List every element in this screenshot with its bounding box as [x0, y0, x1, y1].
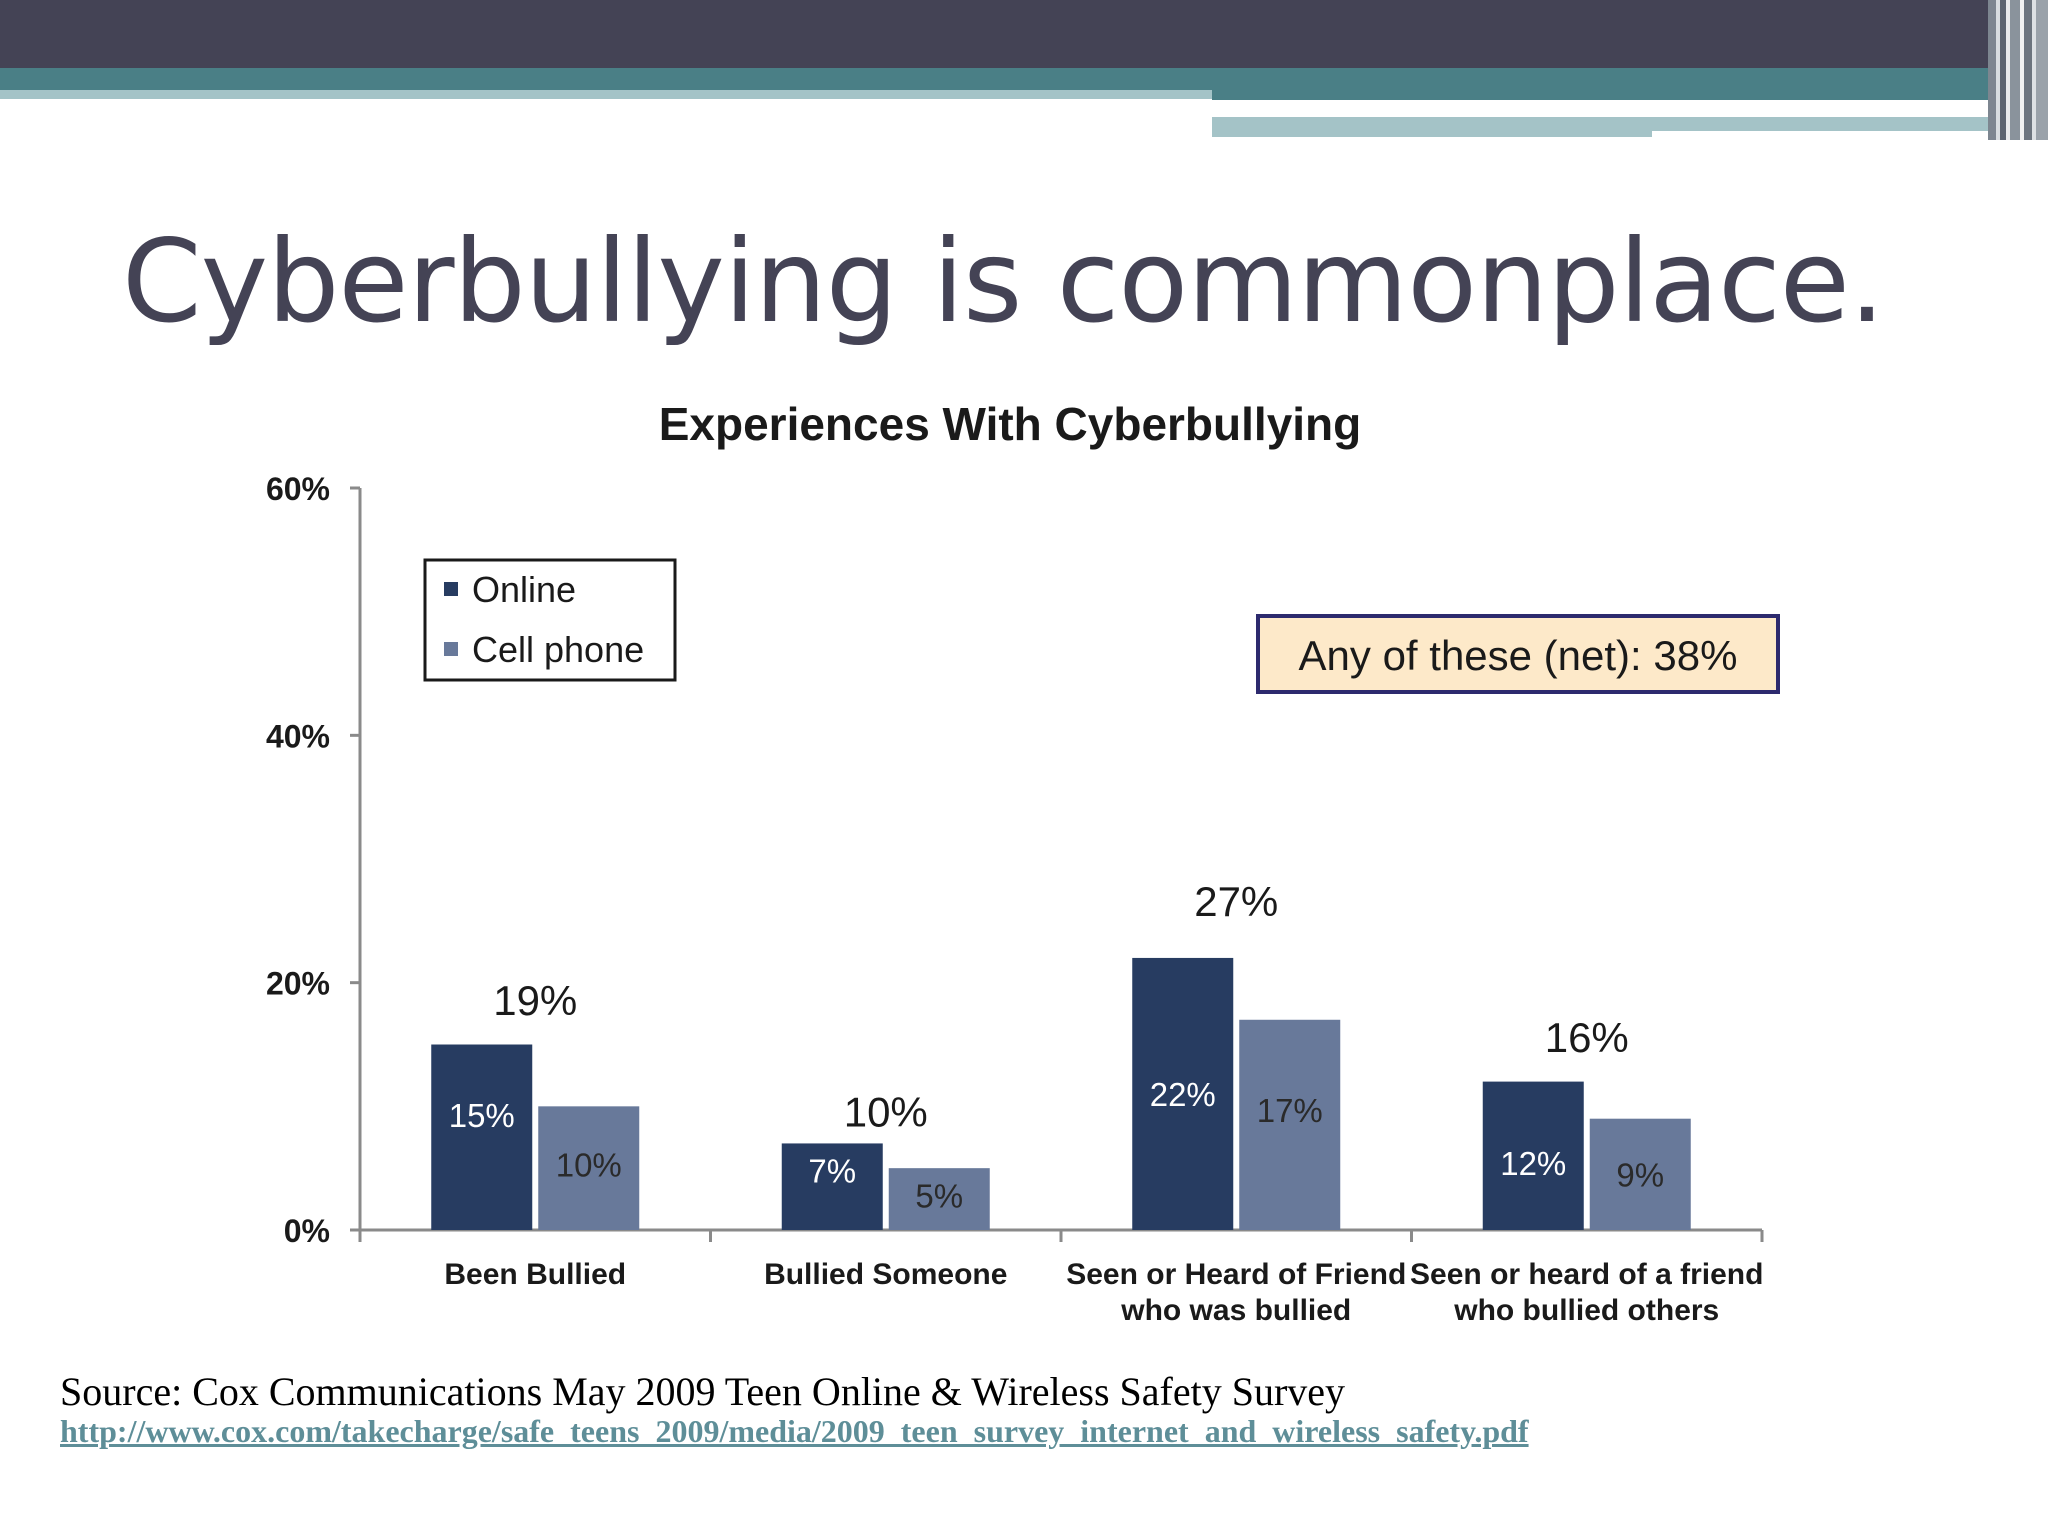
source-link[interactable]: http://www.cox.com/takecharge/safe_teens…	[60, 1413, 1529, 1449]
bar-online	[1482, 1081, 1584, 1230]
bar-cell-phone	[888, 1168, 990, 1230]
bar-cell-phone	[1239, 1019, 1341, 1230]
legend-swatch	[444, 642, 458, 656]
bar-value-label: 10%	[556, 1146, 622, 1183]
chart-title: Experiences With Cyberbullying	[659, 398, 1362, 450]
group-total-label: 16%	[1545, 1014, 1629, 1061]
category-label: Bullied Someone	[764, 1258, 1007, 1291]
bar-value-label: 5%	[915, 1177, 963, 1214]
group-total-label: 19%	[493, 977, 577, 1024]
header-band-light	[0, 90, 1212, 99]
y-tick-label: 60%	[266, 471, 330, 507]
bar-cell-phone	[1589, 1118, 1691, 1230]
y-tick-label: 40%	[266, 718, 330, 754]
bar-value-label: 22%	[1150, 1076, 1216, 1113]
slide-title: Cyberbullying is commonplace.	[122, 215, 1885, 348]
bar-value-label: 17%	[1257, 1092, 1323, 1129]
category-label: who bullied others	[1453, 1294, 1719, 1327]
header-stripes	[1988, 0, 2048, 140]
header-band-dark	[0, 0, 1988, 68]
category-label: Seen or heard of a friend	[1410, 1258, 1763, 1291]
group-total-label: 27%	[1194, 878, 1278, 925]
net-callout-box	[1256, 614, 1780, 694]
source-text: Source: Cox Communications May 2009 Teen…	[60, 1369, 1346, 1414]
legend-label: Online	[472, 569, 576, 610]
bar-value-label: 12%	[1500, 1145, 1566, 1182]
bar-value-label: 9%	[1616, 1156, 1664, 1193]
category-label: Seen or Heard of Friend	[1066, 1258, 1406, 1291]
bar-online	[1132, 957, 1234, 1230]
category-label: Been Bullied	[444, 1258, 626, 1291]
bar-online	[781, 1143, 883, 1230]
header-band-step-light	[1212, 117, 1652, 137]
bar-chart: Experiences With Cyberbullying 0% 20% 40% 60…	[266, 398, 1780, 1327]
legend-label: Cell phone	[472, 629, 644, 670]
group-total-label: 10%	[844, 1088, 928, 1135]
bar-value-label: 15%	[449, 1097, 515, 1134]
header-band-step-light-2	[1652, 117, 1988, 131]
bar-online	[431, 1044, 533, 1230]
legend-swatch	[444, 582, 458, 596]
bar-cell-phone	[538, 1106, 640, 1230]
legend-box	[423, 558, 677, 682]
y-tick-label: 0%	[284, 1213, 330, 1249]
header-band-step	[1212, 90, 1988, 100]
category-label: who was bullied	[1120, 1294, 1351, 1327]
header-band-teal	[0, 68, 1988, 90]
net-callout-text: Any of these (net): 38%	[1299, 632, 1738, 679]
bar-value-label: 7%	[808, 1152, 856, 1189]
y-tick-label: 20%	[266, 966, 330, 1002]
header-band-gap	[1212, 100, 1988, 112]
